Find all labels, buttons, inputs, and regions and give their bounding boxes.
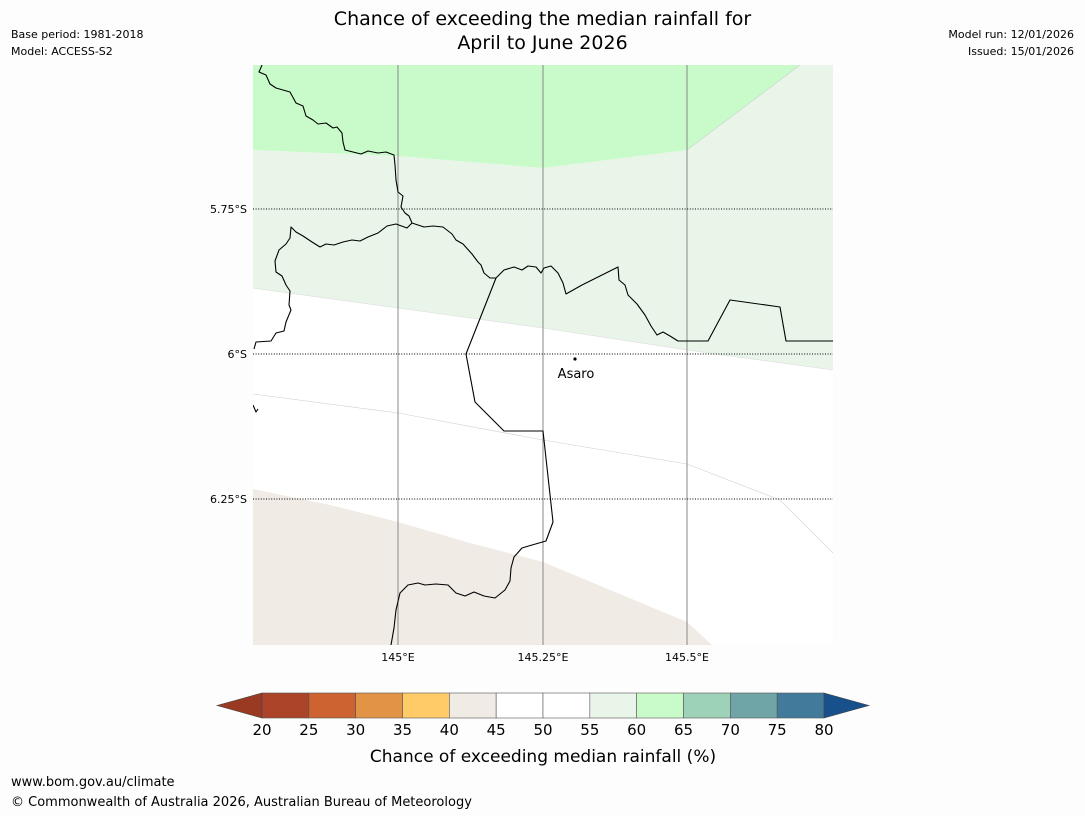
province-border: [411, 222, 833, 342]
colorbar-tick-label: 80: [814, 721, 833, 739]
longitude-labels: 145°E 145.25°E 145.5°E: [381, 651, 709, 664]
map-title: Chance of exceeding the median rainfall …: [0, 7, 1085, 55]
latitude-labels: 5.75°S 6°S 6.25°S: [210, 203, 247, 506]
colorbar: 20 25 30 35 40 45 50 55 60 65 70 75 80 Chance of exc…: [215, 692, 871, 767]
issued-text: Issued: 15/01/2026: [967, 45, 1074, 58]
footer-copyright: © Commonwealth of Australia 2026, Austra…: [11, 795, 472, 810]
colorbar-ticks: 20 25 30 35 40 45 50 55 60 65 70 75 80: [252, 721, 833, 739]
colorbar-segment: [355, 692, 403, 719]
colorbar-tick-label: 60: [627, 721, 646, 739]
province-border: [390, 277, 554, 645]
map-panel: [253, 65, 833, 645]
title-line-2: April to June 2026: [457, 32, 628, 54]
colorbar-tick-label: 25: [299, 721, 318, 739]
colorbar-segment: [542, 692, 591, 719]
base-period-text: Base period: 1981-2018: [11, 28, 144, 41]
model-text: Model: ACCESS-S2: [11, 45, 113, 58]
lon-label: 145.5°E: [665, 651, 709, 664]
colorbar-tick-label: 35: [393, 721, 412, 739]
place-marker-asaro: Asaro: [558, 357, 595, 382]
colorbar-tick-label: 50: [533, 721, 552, 739]
probability-band-60-65: [253, 65, 800, 168]
province-border: [253, 65, 413, 350]
colorbar-tick-label: 70: [721, 721, 740, 739]
colorbar-segment: [495, 692, 544, 719]
colorbar-label: Chance of exceeding median rainfall (%): [370, 747, 716, 767]
footer-url: www.bom.gov.au/climate: [11, 775, 175, 790]
lat-label: 6.25°S: [210, 493, 247, 506]
colorbar-tick-label: 40: [440, 721, 459, 739]
colorbar-segment: [589, 692, 637, 719]
title-line-1: Chance of exceeding the median rainfall …: [333, 8, 752, 30]
colorbar-under-arrow: [215, 692, 263, 719]
colorbar-tick-label: 45: [487, 721, 506, 739]
colorbar-segment: [776, 692, 825, 719]
probability-band-40-45: [253, 489, 712, 645]
header-right-meta: Model run: 12/01/2026 Issued: 15/01/2026: [948, 26, 1074, 60]
header-left-meta: Base period: 1981-2018 Model: ACCESS-S2: [11, 26, 143, 60]
colorbar-segments: [261, 692, 825, 719]
model-run-text: Model run: 12/01/2026: [948, 28, 1074, 41]
place-dot: [573, 357, 577, 361]
province-border: [253, 404, 259, 413]
contour-line: [253, 393, 833, 554]
lat-label: 5.75°S: [210, 203, 247, 216]
colorbar-segment: [449, 692, 497, 719]
colorbar-tick-label: 20: [252, 721, 271, 739]
colorbar-tick-label: 30: [346, 721, 365, 739]
colorbar-tick-label: 65: [674, 721, 693, 739]
colorbar-segment: [261, 692, 310, 719]
colorbar-segment: [402, 692, 450, 719]
colorbar-segment: [730, 692, 778, 719]
lon-label: 145.25°E: [518, 651, 569, 664]
colorbar-segment: [636, 692, 684, 719]
lon-label: 145°E: [381, 651, 414, 664]
colorbar-over-arrow: [823, 692, 871, 719]
colorbar-tick-label: 55: [580, 721, 599, 739]
place-label: Asaro: [558, 367, 595, 382]
colorbar-segment: [683, 692, 731, 719]
lat-label: 6°S: [228, 348, 247, 361]
contour-line: [686, 65, 801, 151]
colorbar-segment: [308, 692, 356, 719]
colorbar-tick-label: 75: [768, 721, 787, 739]
